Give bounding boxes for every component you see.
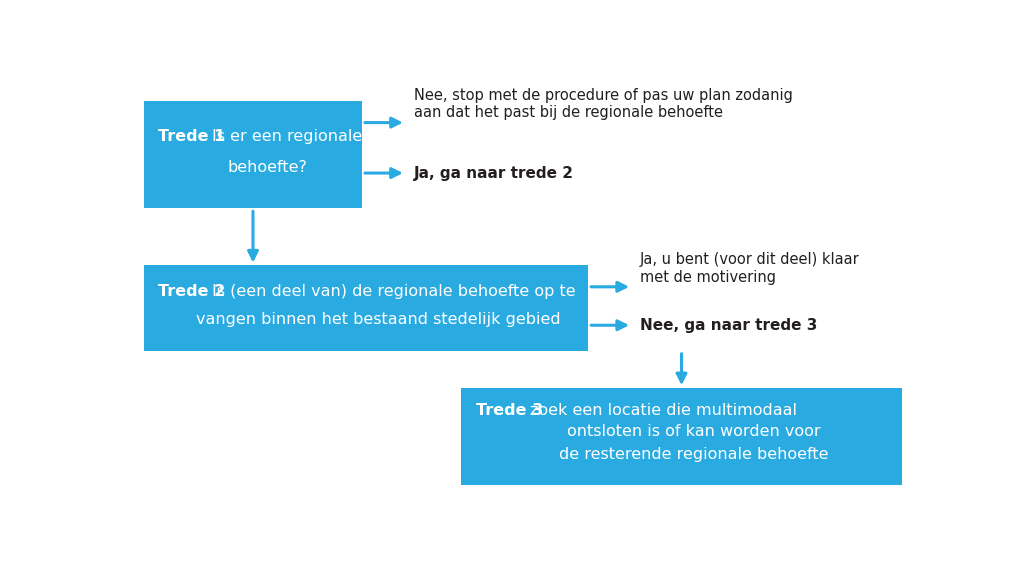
Text: Trede 2: Trede 2 [158, 284, 225, 299]
Text: zoek een locatie die multimodaal: zoek een locatie die multimodaal [529, 402, 797, 418]
Text: Nee, stop met de procedure of pas uw plan zodanig
aan dat het past bij de region: Nee, stop met de procedure of pas uw pla… [414, 88, 793, 121]
Text: Ja, ga naar trede 2: Ja, ga naar trede 2 [414, 166, 573, 180]
Text: Nee, ga naar trede 3: Nee, ga naar trede 3 [640, 318, 817, 333]
Text: ontsloten is of kan worden voor: ontsloten is of kan worden voor [566, 424, 820, 439]
Text: behoefte?: behoefte? [227, 159, 307, 175]
FancyBboxPatch shape [143, 265, 588, 351]
Text: Is er een regionale: Is er een regionale [212, 129, 362, 144]
Text: vangen binnen het bestaand stedelijk gebied: vangen binnen het bestaand stedelijk geb… [196, 312, 560, 327]
Text: Trede 1: Trede 1 [158, 129, 225, 144]
Text: de resterende regionale behoefte: de resterende regionale behoefte [559, 447, 828, 462]
Text: Trede 3: Trede 3 [475, 402, 543, 418]
FancyBboxPatch shape [143, 101, 362, 208]
Text: Ja, u bent (voor dit deel) klaar
met de motivering: Ja, u bent (voor dit deel) klaar met de … [640, 252, 859, 284]
FancyBboxPatch shape [461, 388, 902, 485]
Text: Is (een deel van) de regionale behoefte op te: Is (een deel van) de regionale behoefte … [212, 284, 575, 299]
